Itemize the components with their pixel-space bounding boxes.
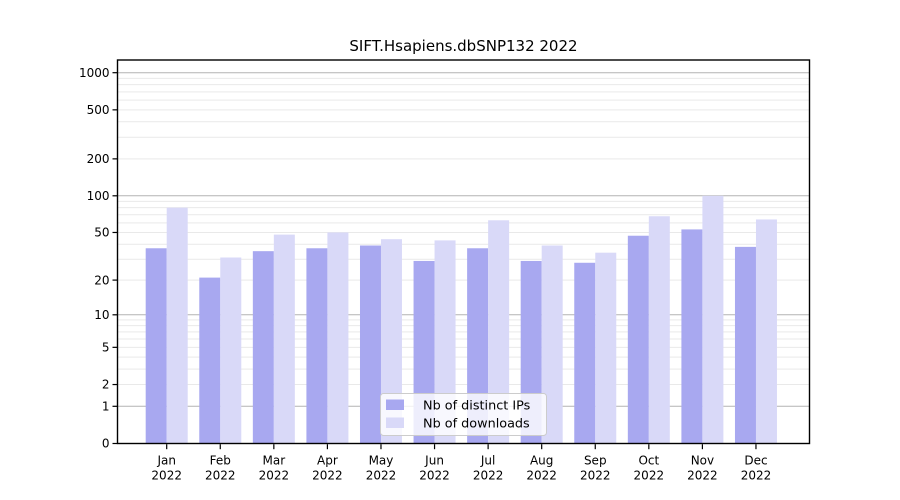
x-label-month-aug: Aug [530, 454, 553, 468]
bar-ips-apr [306, 248, 328, 444]
x-label-month-may: May [369, 454, 394, 468]
y-tick-label-100: 100 [87, 189, 110, 203]
y-tick-label-10: 10 [94, 308, 109, 322]
chart-title: SIFT.Hsapiens.dbSNP132 2022 [349, 37, 577, 55]
x-label-month-mar: Mar [263, 454, 286, 468]
x-label-year-nov: 2022 [687, 469, 718, 483]
bar-downloads-nov [702, 195, 724, 444]
x-label-year-apr: 2022 [312, 469, 343, 483]
bar-downloads-jan [166, 207, 188, 444]
x-label-month-dec: Dec [744, 454, 767, 468]
y-tick-label-500: 500 [87, 103, 110, 117]
x-label-month-nov: Nov [691, 454, 714, 468]
y-tick-label-50: 50 [94, 226, 109, 240]
x-label-year-jan: 2022 [151, 469, 182, 483]
plot-border [116, 59, 811, 445]
y-tick-label-5: 5 [102, 341, 110, 355]
x-label-year-mar: 2022 [259, 469, 290, 483]
bar-ips-dec [734, 246, 756, 444]
x-label-month-jun: Jun [424, 454, 444, 468]
bar-ips-sep [574, 262, 596, 444]
legend-label-downloads: Nb of downloads [423, 416, 530, 431]
bar-downloads-dec [755, 219, 777, 444]
y-tick-label-0: 0 [102, 437, 110, 451]
x-label-year-sep: 2022 [580, 469, 611, 483]
x-label-month-sep: Sep [584, 454, 607, 468]
x-label-year-may: 2022 [366, 469, 397, 483]
x-label-month-jul: Jul [480, 454, 495, 468]
y-tick-label-20: 20 [94, 273, 109, 287]
bar-downloads-may [380, 239, 402, 444]
y-tick-label-200: 200 [87, 152, 110, 166]
y-tick-label-1: 1 [102, 399, 110, 413]
bar-downloads-aug [541, 245, 563, 444]
bar-downloads-mar [273, 234, 295, 444]
bar-downloads-sep [595, 252, 617, 444]
x-label-year-jun: 2022 [419, 469, 450, 483]
x-label-year-jul: 2022 [473, 469, 504, 483]
x-label-year-dec: 2022 [741, 469, 772, 483]
x-label-year-aug: 2022 [526, 469, 557, 483]
bar-ips-mar [252, 251, 274, 444]
bar-ips-may [359, 245, 381, 444]
legend-box [380, 393, 547, 436]
legend: Nb of distinct IPs Nb of downloads [380, 393, 547, 436]
bar-ips-jan [145, 248, 167, 444]
x-label-month-feb: Feb [210, 454, 231, 468]
x-label-month-apr: Apr [317, 454, 338, 468]
legend-swatch-downloads [386, 417, 404, 428]
x-label-year-feb: 2022 [205, 469, 236, 483]
bar-ips-feb [199, 277, 221, 444]
legend-label-ips: Nb of distinct IPs [423, 398, 531, 413]
y-tick-label-1000: 1000 [79, 66, 110, 80]
bar-downloads-jun [434, 240, 456, 444]
bar-downloads-apr [327, 232, 349, 444]
bar-ips-nov [681, 229, 703, 444]
y-tick-label-2: 2 [102, 378, 110, 392]
bar-downloads-feb [220, 257, 242, 444]
x-label-month-jan: Jan [156, 454, 176, 468]
x-label-month-oct: Oct [638, 454, 659, 468]
legend-swatch-ips [386, 399, 404, 410]
bar-ips-oct [627, 235, 649, 444]
bar-downloads-oct [648, 216, 670, 444]
bar-downloads-jul [488, 220, 510, 444]
x-label-year-oct: 2022 [634, 469, 665, 483]
